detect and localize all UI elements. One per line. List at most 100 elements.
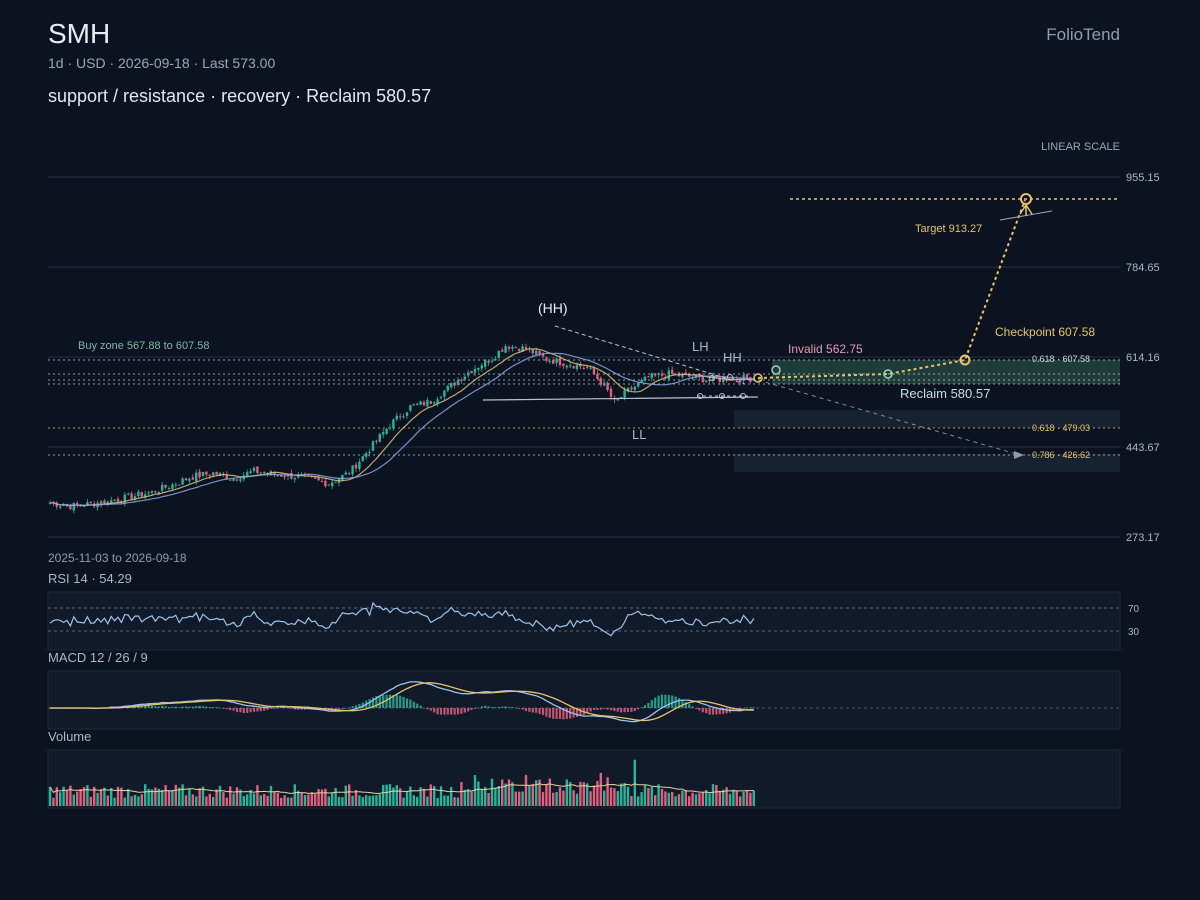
macd-hist-bar bbox=[201, 706, 205, 708]
volume-bar bbox=[494, 788, 497, 806]
invalid-marker bbox=[771, 365, 781, 375]
macd-hist-bar bbox=[412, 701, 415, 708]
macd-hist-bar bbox=[688, 704, 691, 708]
entry-marker bbox=[753, 373, 763, 383]
macd-hist-bar bbox=[732, 708, 735, 712]
macd-hist-bar bbox=[405, 698, 409, 708]
macd-hist-bar bbox=[698, 708, 701, 711]
macd-hist-bar bbox=[711, 708, 715, 715]
volume-bar bbox=[337, 796, 341, 806]
volume-bar bbox=[300, 792, 303, 806]
macd-hist-bar bbox=[637, 708, 640, 710]
candle-body bbox=[334, 481, 337, 483]
volume-bar bbox=[235, 787, 239, 806]
candle-body bbox=[640, 379, 643, 383]
candle-body bbox=[276, 475, 279, 477]
candle-body bbox=[354, 464, 358, 469]
candle-body bbox=[511, 346, 514, 349]
volume-bar bbox=[698, 793, 701, 806]
candle-body bbox=[348, 473, 351, 475]
candle-body bbox=[450, 383, 453, 388]
ll-label: LL bbox=[632, 427, 646, 442]
macd-hist-bar bbox=[749, 707, 752, 708]
volume-bar bbox=[62, 786, 65, 806]
macd-hist-bar bbox=[752, 707, 755, 709]
volume-bar bbox=[745, 790, 749, 806]
candle-body bbox=[99, 501, 103, 505]
reclaim-marker bbox=[883, 369, 893, 379]
candle-body bbox=[249, 471, 252, 474]
volume-bar bbox=[150, 789, 154, 806]
volume-bar bbox=[501, 779, 504, 806]
volume-bar bbox=[480, 788, 483, 806]
volume-bar bbox=[324, 788, 327, 806]
macd-hist-bar bbox=[409, 699, 412, 708]
y-tick-label: 614.16 bbox=[1126, 352, 1160, 364]
macd-hist-bar bbox=[181, 706, 184, 708]
macd-hist-bar bbox=[212, 707, 215, 708]
volume-bar bbox=[409, 786, 412, 806]
macd-hist-bar bbox=[276, 707, 279, 709]
volume-bar bbox=[286, 797, 290, 806]
candle-body bbox=[626, 388, 630, 392]
volume-bar bbox=[263, 794, 266, 806]
macd-hist-bar bbox=[443, 708, 446, 715]
macd-hist-bar bbox=[626, 708, 630, 712]
volume-bar bbox=[385, 784, 388, 806]
macd-hist-bar bbox=[334, 708, 337, 710]
volume-bar bbox=[535, 780, 538, 806]
volume-bar bbox=[460, 782, 463, 806]
volume-bar bbox=[555, 791, 558, 806]
candle-body bbox=[252, 467, 256, 471]
candle-body bbox=[256, 466, 259, 473]
candle-body bbox=[480, 365, 483, 369]
volume-bar bbox=[229, 786, 232, 806]
candle-body bbox=[174, 484, 177, 486]
macd-hist-bar bbox=[742, 708, 745, 709]
volume-bar bbox=[654, 795, 657, 806]
macd-hist-bar bbox=[501, 706, 504, 708]
downside-path bbox=[757, 379, 1021, 456]
macd-hist-bar bbox=[715, 708, 718, 715]
projection-path bbox=[757, 199, 1026, 379]
candle-body bbox=[127, 493, 130, 495]
macd-hist-bar bbox=[456, 708, 460, 715]
macd-hist-bar bbox=[548, 708, 551, 718]
candle-body bbox=[191, 477, 194, 480]
candle-body bbox=[388, 427, 392, 429]
candle-body bbox=[688, 374, 691, 377]
volume-bar bbox=[677, 794, 681, 806]
volume-bar bbox=[137, 796, 140, 806]
fib-label-426: 0.786 · 426.62 bbox=[1032, 450, 1090, 460]
volume-bar bbox=[650, 787, 653, 806]
volume-bar bbox=[446, 795, 449, 806]
volume-bar bbox=[705, 790, 708, 806]
macd-hist-bar bbox=[395, 694, 398, 708]
candle-body bbox=[358, 461, 361, 470]
candle-body bbox=[660, 373, 664, 376]
macd-hist-bar bbox=[616, 708, 619, 712]
candle-body bbox=[320, 481, 324, 483]
hh-peak-label: (HH) bbox=[538, 300, 568, 316]
candle-body bbox=[701, 375, 704, 383]
macd-hist-bar bbox=[167, 707, 171, 708]
candle-body bbox=[314, 477, 317, 479]
macd-hist-bar bbox=[154, 706, 157, 708]
invalid-label: Invalid 562.75 bbox=[788, 342, 863, 356]
macd-hist-bar bbox=[263, 708, 266, 711]
volume-bar bbox=[201, 786, 205, 806]
candle-body bbox=[188, 478, 191, 481]
volume-bar bbox=[647, 788, 650, 806]
candle-body bbox=[637, 382, 640, 387]
volume-bar bbox=[120, 787, 123, 806]
volume-bar bbox=[640, 792, 643, 806]
volume-bar bbox=[147, 788, 150, 806]
candle-body bbox=[137, 491, 140, 497]
macd-hist-bar bbox=[337, 708, 341, 710]
macd-hist-bar bbox=[694, 708, 698, 709]
volume-bar bbox=[691, 792, 694, 806]
swing-marker bbox=[727, 374, 733, 380]
macd-hist-bar bbox=[246, 708, 249, 713]
candle-body bbox=[351, 465, 354, 475]
